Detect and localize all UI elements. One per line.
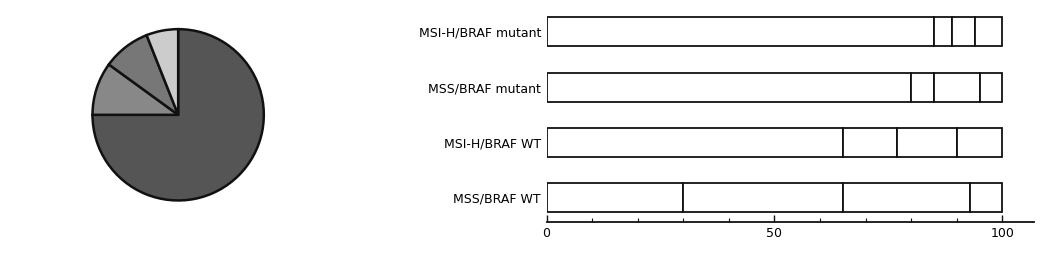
Bar: [975, 18, 1003, 46]
Bar: [546, 183, 684, 212]
Bar: [970, 183, 1003, 212]
Wedge shape: [109, 35, 178, 115]
Bar: [684, 183, 843, 212]
Bar: [898, 128, 957, 157]
Bar: [546, 73, 911, 102]
Wedge shape: [147, 29, 178, 115]
Bar: [546, 128, 843, 157]
Bar: [933, 18, 952, 46]
Bar: [980, 73, 1003, 102]
Wedge shape: [92, 64, 178, 115]
Legend: White, Black, Hispanic, Others: White, Black, Hispanic, Others: [360, 3, 448, 80]
Bar: [911, 73, 933, 102]
Bar: [957, 128, 1003, 157]
Bar: [843, 128, 898, 157]
Bar: [843, 183, 970, 212]
Bar: [952, 18, 975, 46]
Wedge shape: [92, 29, 264, 200]
Bar: [933, 73, 980, 102]
Bar: [546, 18, 933, 46]
